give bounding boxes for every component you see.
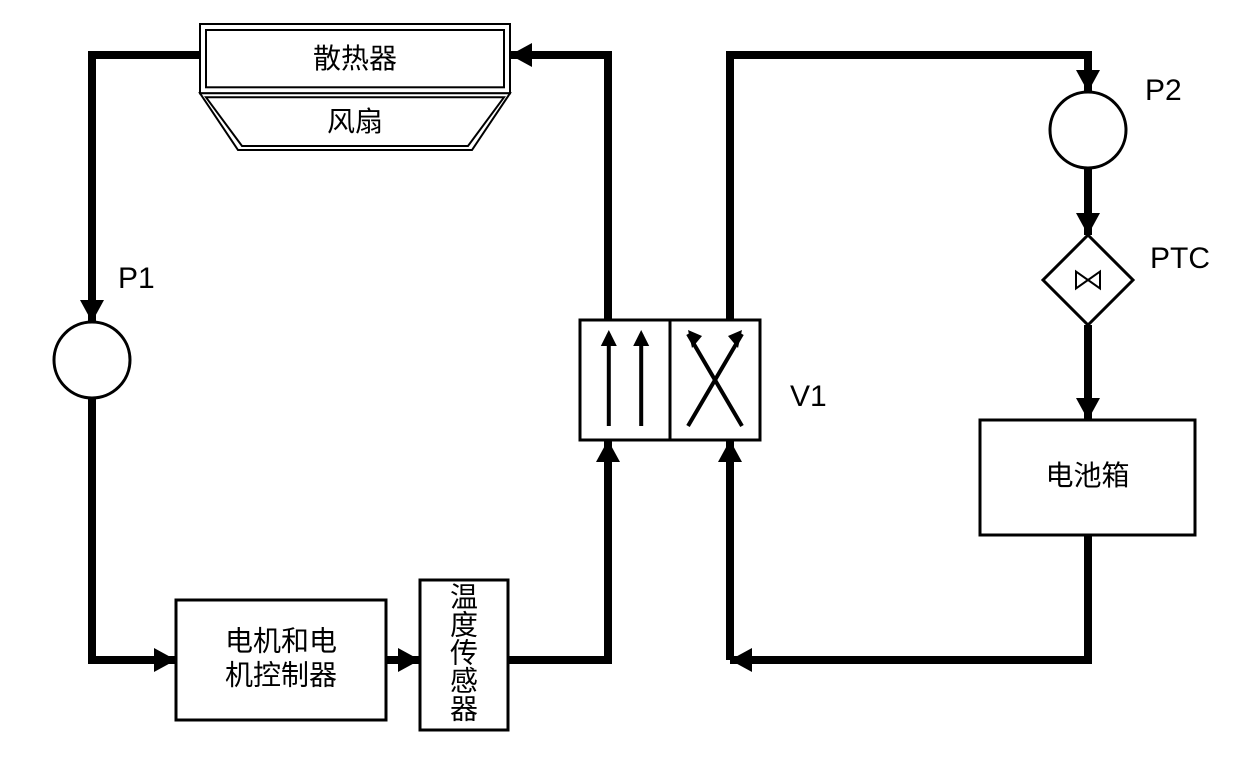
svg-text:传: 传 [450,637,478,668]
svg-text:度: 度 [450,609,478,640]
svg-text:电机和电: 电机和电 [225,625,337,656]
svg-text:温: 温 [450,581,478,612]
svg-text:P2: P2 [1145,74,1182,107]
svg-text:感: 感 [450,665,478,696]
svg-text:器: 器 [450,693,478,724]
svg-text:V1: V1 [790,380,827,413]
svg-text:机控制器: 机控制器 [225,659,337,690]
svg-text:PTC: PTC [1150,242,1210,275]
svg-text:散热器: 散热器 [313,43,397,74]
svg-text:P1: P1 [118,262,155,295]
svg-text:电池箱: 电池箱 [1045,460,1129,491]
thermal-loop-diagram: 散热器风扇 P1 P2 PTC 电机和电机控制器 电池箱温度传感器 V1 [0,0,1240,762]
svg-text:风扇: 风扇 [327,106,383,137]
